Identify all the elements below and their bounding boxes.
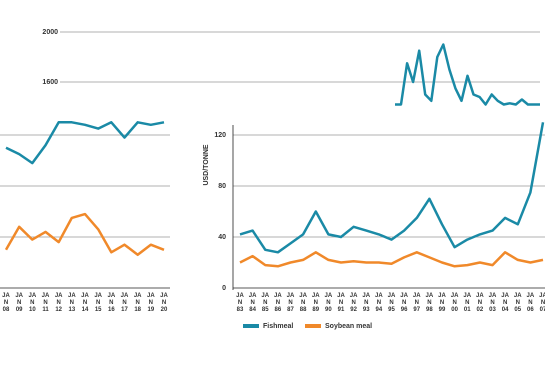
x-tick-label: JAN 88 bbox=[299, 293, 307, 313]
x-tick-label: JAN 99 bbox=[438, 293, 446, 313]
series-line bbox=[239, 251, 544, 268]
x-tick-label: JAN 89 bbox=[311, 293, 320, 313]
x-tick-label: JAN 14 bbox=[81, 293, 89, 313]
x-tick-label: JAN 92 bbox=[349, 293, 358, 313]
series-line bbox=[4, 212, 165, 257]
series-line bbox=[5, 121, 165, 165]
x-tick-label: JAN 85 bbox=[261, 293, 270, 313]
x-tick-label: JAN 06 bbox=[526, 293, 535, 313]
y-tick-label: 0 bbox=[222, 285, 226, 292]
x-tick-label: JAN 96 bbox=[400, 293, 408, 313]
x-tick-label: JAN 11 bbox=[41, 293, 50, 313]
x-tick-label: JAN 84 bbox=[248, 293, 257, 313]
legend-label: Fishmeal bbox=[263, 323, 293, 330]
x-tick-label: JAN 04 bbox=[501, 293, 509, 313]
x-tick-label: JAN 17 bbox=[120, 293, 129, 313]
y-tick-label: 120 bbox=[214, 132, 226, 139]
x-tick-label: JAN 87 bbox=[286, 293, 295, 313]
legend-label: Soybean meal bbox=[325, 323, 372, 330]
x-tick-label: JAN 01 bbox=[463, 293, 472, 313]
x-tick-label: JAN 95 bbox=[387, 293, 396, 313]
x-tick-label: JAN 90 bbox=[324, 293, 333, 313]
x-tick-label: JAN 13 bbox=[67, 293, 76, 313]
y-tick-label: 1600 bbox=[42, 79, 58, 86]
x-tick-label: JAN 86 bbox=[274, 293, 282, 313]
series-line bbox=[395, 43, 540, 106]
x-tick-label: JAN 97 bbox=[412, 293, 421, 313]
x-tick-label: JAN 05 bbox=[513, 293, 522, 313]
y-axis-label: USD/TONNE bbox=[203, 144, 210, 185]
x-tick-label: JAN 91 bbox=[337, 293, 345, 313]
y-tick-label: 80 bbox=[218, 183, 226, 190]
x-tick-label: JAN 00 bbox=[450, 293, 459, 313]
x-tick-label: JAN 03 bbox=[488, 293, 497, 313]
x-tick-label: JAN 98 bbox=[425, 293, 434, 313]
x-tick-label: JAN 94 bbox=[375, 293, 383, 313]
series-line bbox=[239, 122, 545, 254]
x-tick-label: JAN 07 bbox=[539, 293, 545, 313]
x-tick-label: JAN 16 bbox=[107, 293, 116, 313]
x-tick-label: JAN 10 bbox=[28, 293, 37, 313]
x-tick-label: JAN 93 bbox=[362, 293, 371, 313]
x-tick-label: JAN 08 bbox=[2, 293, 10, 313]
x-tick-label: JAN 15 bbox=[94, 293, 102, 313]
x-tick-label: JAN 83 bbox=[236, 293, 244, 313]
y-tick-label: 2000 bbox=[42, 29, 58, 36]
x-tick-label: JAN 18 bbox=[133, 293, 142, 313]
x-tick-label: JAN 19 bbox=[146, 293, 155, 313]
x-tick-label: JAN 20 bbox=[160, 293, 168, 313]
x-tick-label: JAN 12 bbox=[54, 293, 63, 313]
y-tick-label: 40 bbox=[218, 234, 226, 241]
x-tick-label: JAN 02 bbox=[476, 293, 484, 313]
x-tick-label: JAN 09 bbox=[15, 293, 23, 313]
